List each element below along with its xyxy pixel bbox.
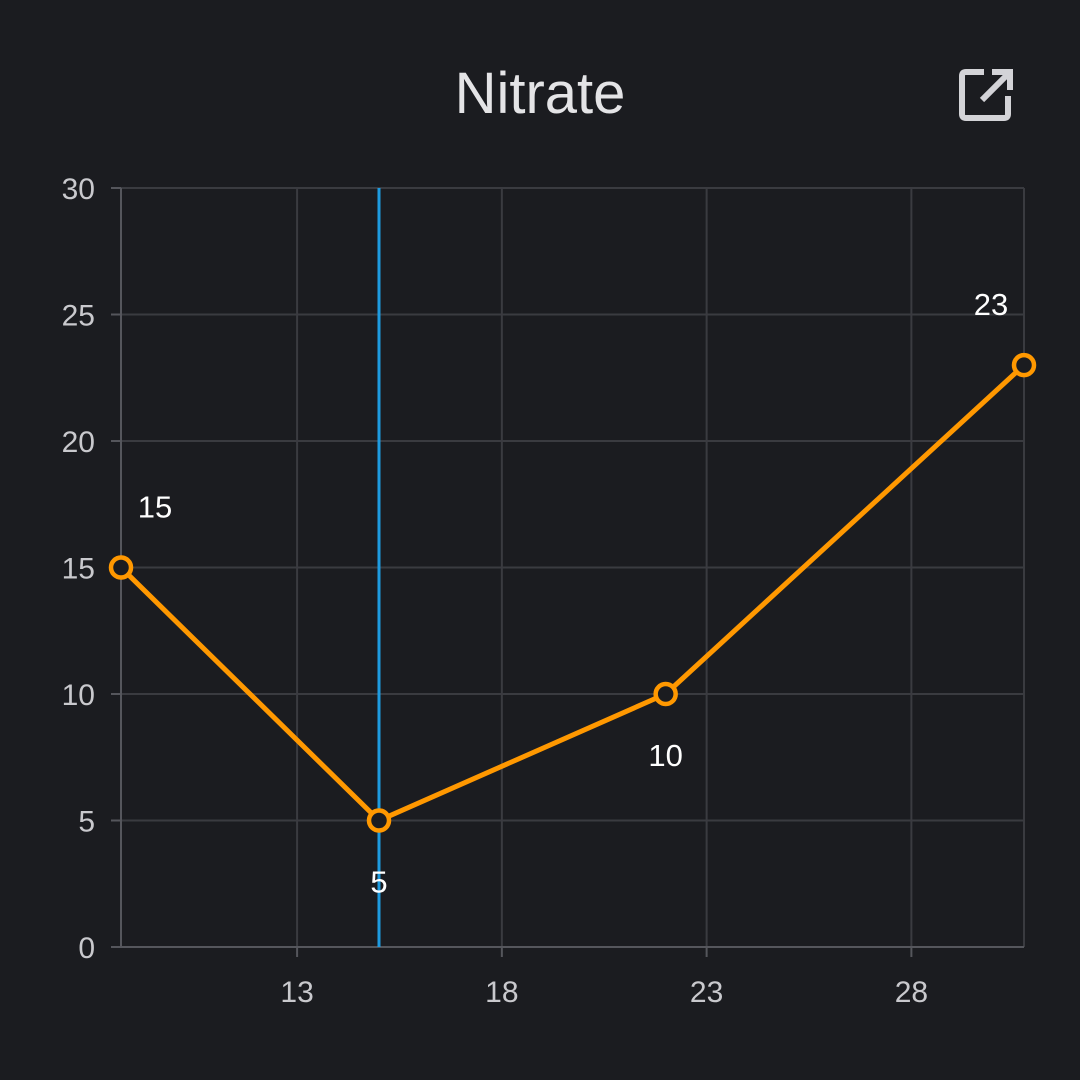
x-tick-label: 28 [895, 976, 928, 1009]
data-label: 23 [974, 287, 1008, 322]
data-point [366, 808, 392, 833]
y-tick-label: 25 [62, 300, 95, 333]
y-tick-label: 0 [78, 932, 95, 965]
series-line [119, 363, 1026, 823]
y-tick-label: 5 [78, 806, 95, 839]
y-tick-label: 30 [62, 173, 95, 206]
x-tick-label: 18 [485, 976, 518, 1009]
open-in-new-button[interactable] [950, 62, 1022, 128]
chart-title: Nitrate [454, 61, 626, 126]
y-tick-label: 15 [62, 553, 95, 586]
x-tick-label: 23 [690, 976, 723, 1009]
x-tick-label: 13 [280, 976, 313, 1009]
open-in-new-icon [959, 69, 1013, 121]
y-tick-label: 10 [62, 679, 95, 712]
y-tick-label: 20 [62, 426, 95, 459]
data-label: 5 [370, 865, 387, 900]
data-point [1011, 352, 1037, 378]
data-label: 15 [138, 490, 172, 525]
data-point [108, 555, 134, 580]
data-point [653, 681, 678, 707]
data-label: 10 [648, 738, 682, 773]
